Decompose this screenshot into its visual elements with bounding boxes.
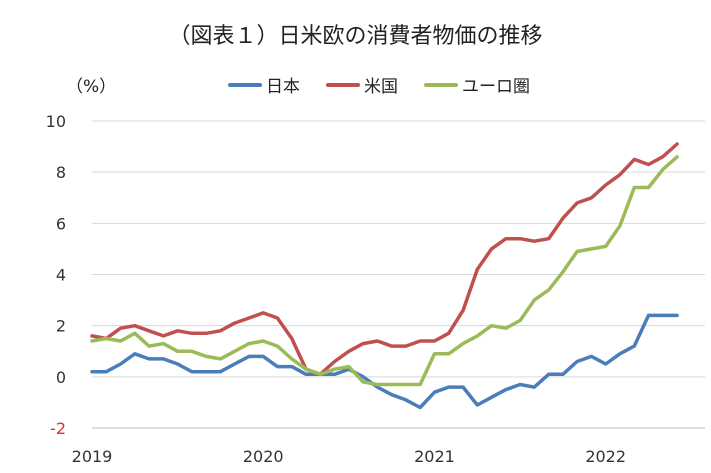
- chart-title: （図表１）日米欧の消費者物価の推移: [168, 24, 543, 49]
- y-tick-label: 6: [56, 214, 66, 233]
- y-tick-label: 8: [56, 163, 66, 182]
- series-line-japan: [90, 313, 679, 410]
- x-tick-label: 2021: [414, 447, 455, 466]
- y-tick-label: 2: [56, 317, 66, 336]
- series-line-eurozone: [90, 155, 679, 387]
- legend-label-us: 米国: [364, 77, 398, 97]
- x-tick-label: 2020: [243, 447, 284, 466]
- legend-label-japan: 日本: [266, 77, 300, 97]
- series-line-us: [90, 142, 679, 377]
- legend-swatch-japan: [228, 82, 262, 87]
- y-tick-label: 0: [56, 368, 66, 387]
- legend-label-eurozone: ユーロ圏: [462, 77, 530, 97]
- legend-swatch-us: [326, 82, 360, 87]
- legend-item-us: 米国: [326, 72, 398, 97]
- y-unit-label: （%）: [66, 77, 117, 97]
- x-tick-label: 2019: [72, 447, 113, 466]
- y-tick-label: -2: [50, 419, 66, 438]
- y-tick-label: 10: [46, 112, 66, 131]
- legend-item-eurozone: ユーロ圏: [424, 72, 530, 97]
- x-tick-label: 2022: [585, 447, 626, 466]
- legend-item-japan: 日本: [228, 72, 300, 97]
- legend: 日本 米国 ユーロ圏: [228, 72, 530, 97]
- y-tick-label: 4: [56, 266, 66, 285]
- legend-swatch-eurozone: [424, 82, 458, 87]
